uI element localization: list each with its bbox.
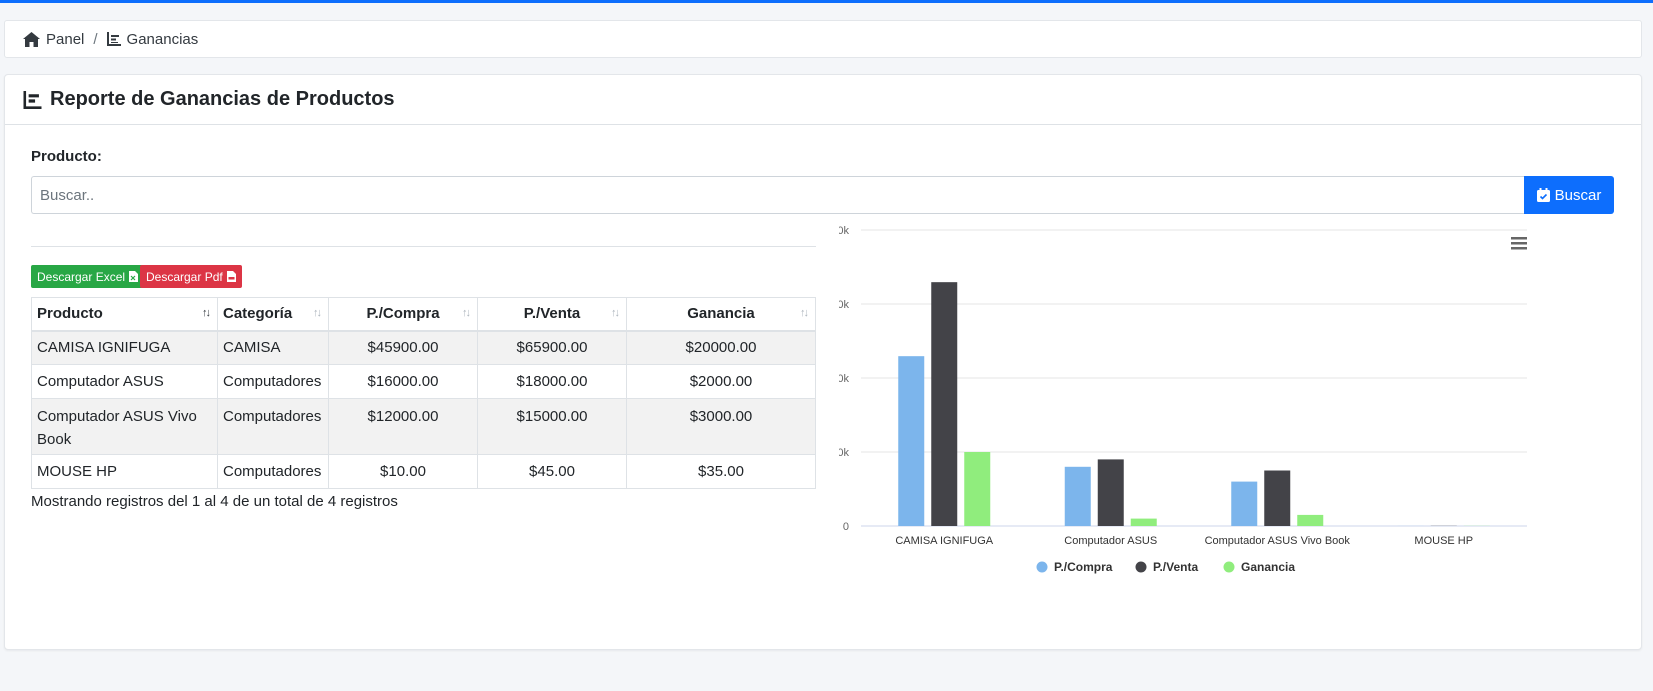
x-tick-label: CAMISA IGNIFUGA <box>895 535 993 547</box>
download-excel-label: Descargar Excel <box>37 269 126 284</box>
search-row: Buscar <box>31 176 1614 214</box>
chart-menu-bar <box>1511 237 1527 240</box>
sort-icon: ↑↓ <box>462 307 471 319</box>
cell-ganancia: $35.00 <box>626 454 816 489</box>
breadcrumb-home[interactable]: Panel <box>23 31 84 48</box>
breadcrumb: Panel / Ganancias <box>4 20 1642 58</box>
page-title: Reporte de Ganancias de Productos <box>50 88 395 110</box>
top-accent-bar <box>0 0 1653 3</box>
table-info: Mostrando registros del 1 al 4 de un tot… <box>31 493 398 510</box>
column-header-label: Ganancia <box>687 305 755 323</box>
product-label: Producto: <box>31 148 102 165</box>
y-tick-label: 80k <box>839 225 849 237</box>
cell-producto: Computador ASUS Vivo Book <box>31 398 218 455</box>
bar <box>1130 518 1157 526</box>
column-header-categoria[interactable]: Categoría ↑↓ <box>217 297 329 332</box>
bar <box>1297 514 1324 526</box>
cell-venta: $45.00 <box>477 454 627 489</box>
calendar-check-icon <box>1536 188 1550 202</box>
column-header-label: P./Compra <box>366 305 440 323</box>
report-card: Reporte de Ganancias de Productos Produc… <box>4 74 1642 650</box>
y-tick-label: 20k <box>839 447 849 459</box>
breadcrumb-home-label: Panel <box>46 30 85 48</box>
breadcrumb-separator: / <box>93 30 98 48</box>
sort-icon: ↑↓ <box>313 307 322 319</box>
chart-menu-bar <box>1511 242 1527 245</box>
column-header-label: P./Venta <box>523 305 581 323</box>
chart-menu-bar <box>1511 247 1527 250</box>
chart-bar-icon <box>106 32 121 46</box>
download-excel-button[interactable]: Descargar Excel <box>31 265 145 288</box>
divider <box>31 246 816 247</box>
download-pdf-button[interactable]: Descargar Pdf <box>140 265 242 288</box>
cell-ganancia: $2000.00 <box>626 364 816 399</box>
legend-marker <box>1135 561 1147 573</box>
earnings-bar-chart: 020k40k60k80kValuesCAMISA IGNIFUGAComput… <box>839 225 1527 574</box>
column-header-label: Producto <box>37 305 103 323</box>
y-tick-label: 0 <box>843 521 849 533</box>
table-header-row: Producto ↑↓ Categoría ↑↓ P./Compra ↑↓ P./Ve… <box>31 297 816 332</box>
file-excel-icon <box>129 271 139 282</box>
bar <box>964 452 991 526</box>
bar <box>1097 459 1124 526</box>
sort-icon: ↑↓ <box>202 307 211 319</box>
legend-item: Ganancia <box>1241 560 1295 574</box>
cell-compra: $45900.00 <box>328 330 478 365</box>
cell-compra: $16000.00 <box>328 364 478 399</box>
file-pdf-icon <box>226 271 236 282</box>
cell-producto: MOUSE HP <box>31 454 218 489</box>
cell-categoria: Computadores <box>217 364 329 399</box>
legend-marker <box>1036 561 1048 573</box>
breadcrumb-current-label: Ganancias <box>126 30 199 48</box>
sort-icon: ↑↓ <box>800 307 809 319</box>
chart-bar-icon <box>23 90 42 109</box>
cell-producto: CAMISA IGNIFUGA <box>31 330 218 365</box>
cell-ganancia: $3000.00 <box>626 398 816 455</box>
card-header: Reporte de Ganancias de Productos <box>5 75 1641 125</box>
legend-marker <box>1223 561 1235 573</box>
legend-item: P./Compra <box>1054 560 1113 574</box>
x-tick-label: Computador ASUS Vivo Book <box>1205 535 1351 547</box>
column-header-producto[interactable]: Producto ↑↓ <box>31 297 218 332</box>
legend-item: P./Venta <box>1153 560 1198 574</box>
cell-producto: Computador ASUS <box>31 364 218 399</box>
column-header-ganancia[interactable]: Ganancia ↑↓ <box>626 297 816 332</box>
chart-menu-icon[interactable] <box>1511 237 1527 250</box>
search-button[interactable]: Buscar <box>1524 176 1614 214</box>
sort-icon: ↑↓ <box>611 307 620 319</box>
cell-venta: $65900.00 <box>477 330 627 365</box>
column-header-compra[interactable]: P./Compra ↑↓ <box>328 297 478 332</box>
table-row: MOUSE HP Computadores $10.00 $45.00 $35.… <box>31 454 816 489</box>
bar <box>931 282 958 526</box>
bar <box>1064 466 1091 526</box>
column-header-label: Categoría <box>223 305 293 323</box>
cell-compra: $10.00 <box>328 454 478 489</box>
search-button-label: Buscar <box>1554 186 1602 204</box>
x-tick-label: MOUSE HP <box>1414 535 1473 547</box>
breadcrumb-current: Ganancias <box>106 30 199 48</box>
cell-venta: $15000.00 <box>477 398 627 455</box>
bar <box>1231 481 1258 526</box>
download-pdf-label: Descargar Pdf <box>146 269 223 284</box>
table-row: Computador ASUS Vivo Book Computadores $… <box>31 398 816 455</box>
bar <box>1264 470 1291 526</box>
column-header-venta[interactable]: P./Venta ↑↓ <box>477 297 627 332</box>
earnings-table: Producto ↑↓ Categoría ↑↓ P./Compra ↑↓ P./Ve… <box>31 297 816 489</box>
cell-categoria: Computadores <box>217 398 329 455</box>
cell-compra: $12000.00 <box>328 398 478 455</box>
cell-categoria: Computadores <box>217 454 329 489</box>
cell-categoria: CAMISA <box>217 330 329 365</box>
y-tick-label: 60k <box>839 299 849 311</box>
cell-venta: $18000.00 <box>477 364 627 399</box>
cell-ganancia: $20000.00 <box>626 330 816 365</box>
home-icon <box>23 31 40 47</box>
x-tick-label: Computador ASUS <box>1064 535 1157 547</box>
table-row: CAMISA IGNIFUGA CAMISA $45900.00 $65900.… <box>31 330 816 365</box>
y-tick-label: 40k <box>839 373 849 385</box>
bar <box>898 356 925 526</box>
table-row: Computador ASUS Computadores $16000.00 $… <box>31 364 816 399</box>
search-input[interactable] <box>31 176 1524 214</box>
